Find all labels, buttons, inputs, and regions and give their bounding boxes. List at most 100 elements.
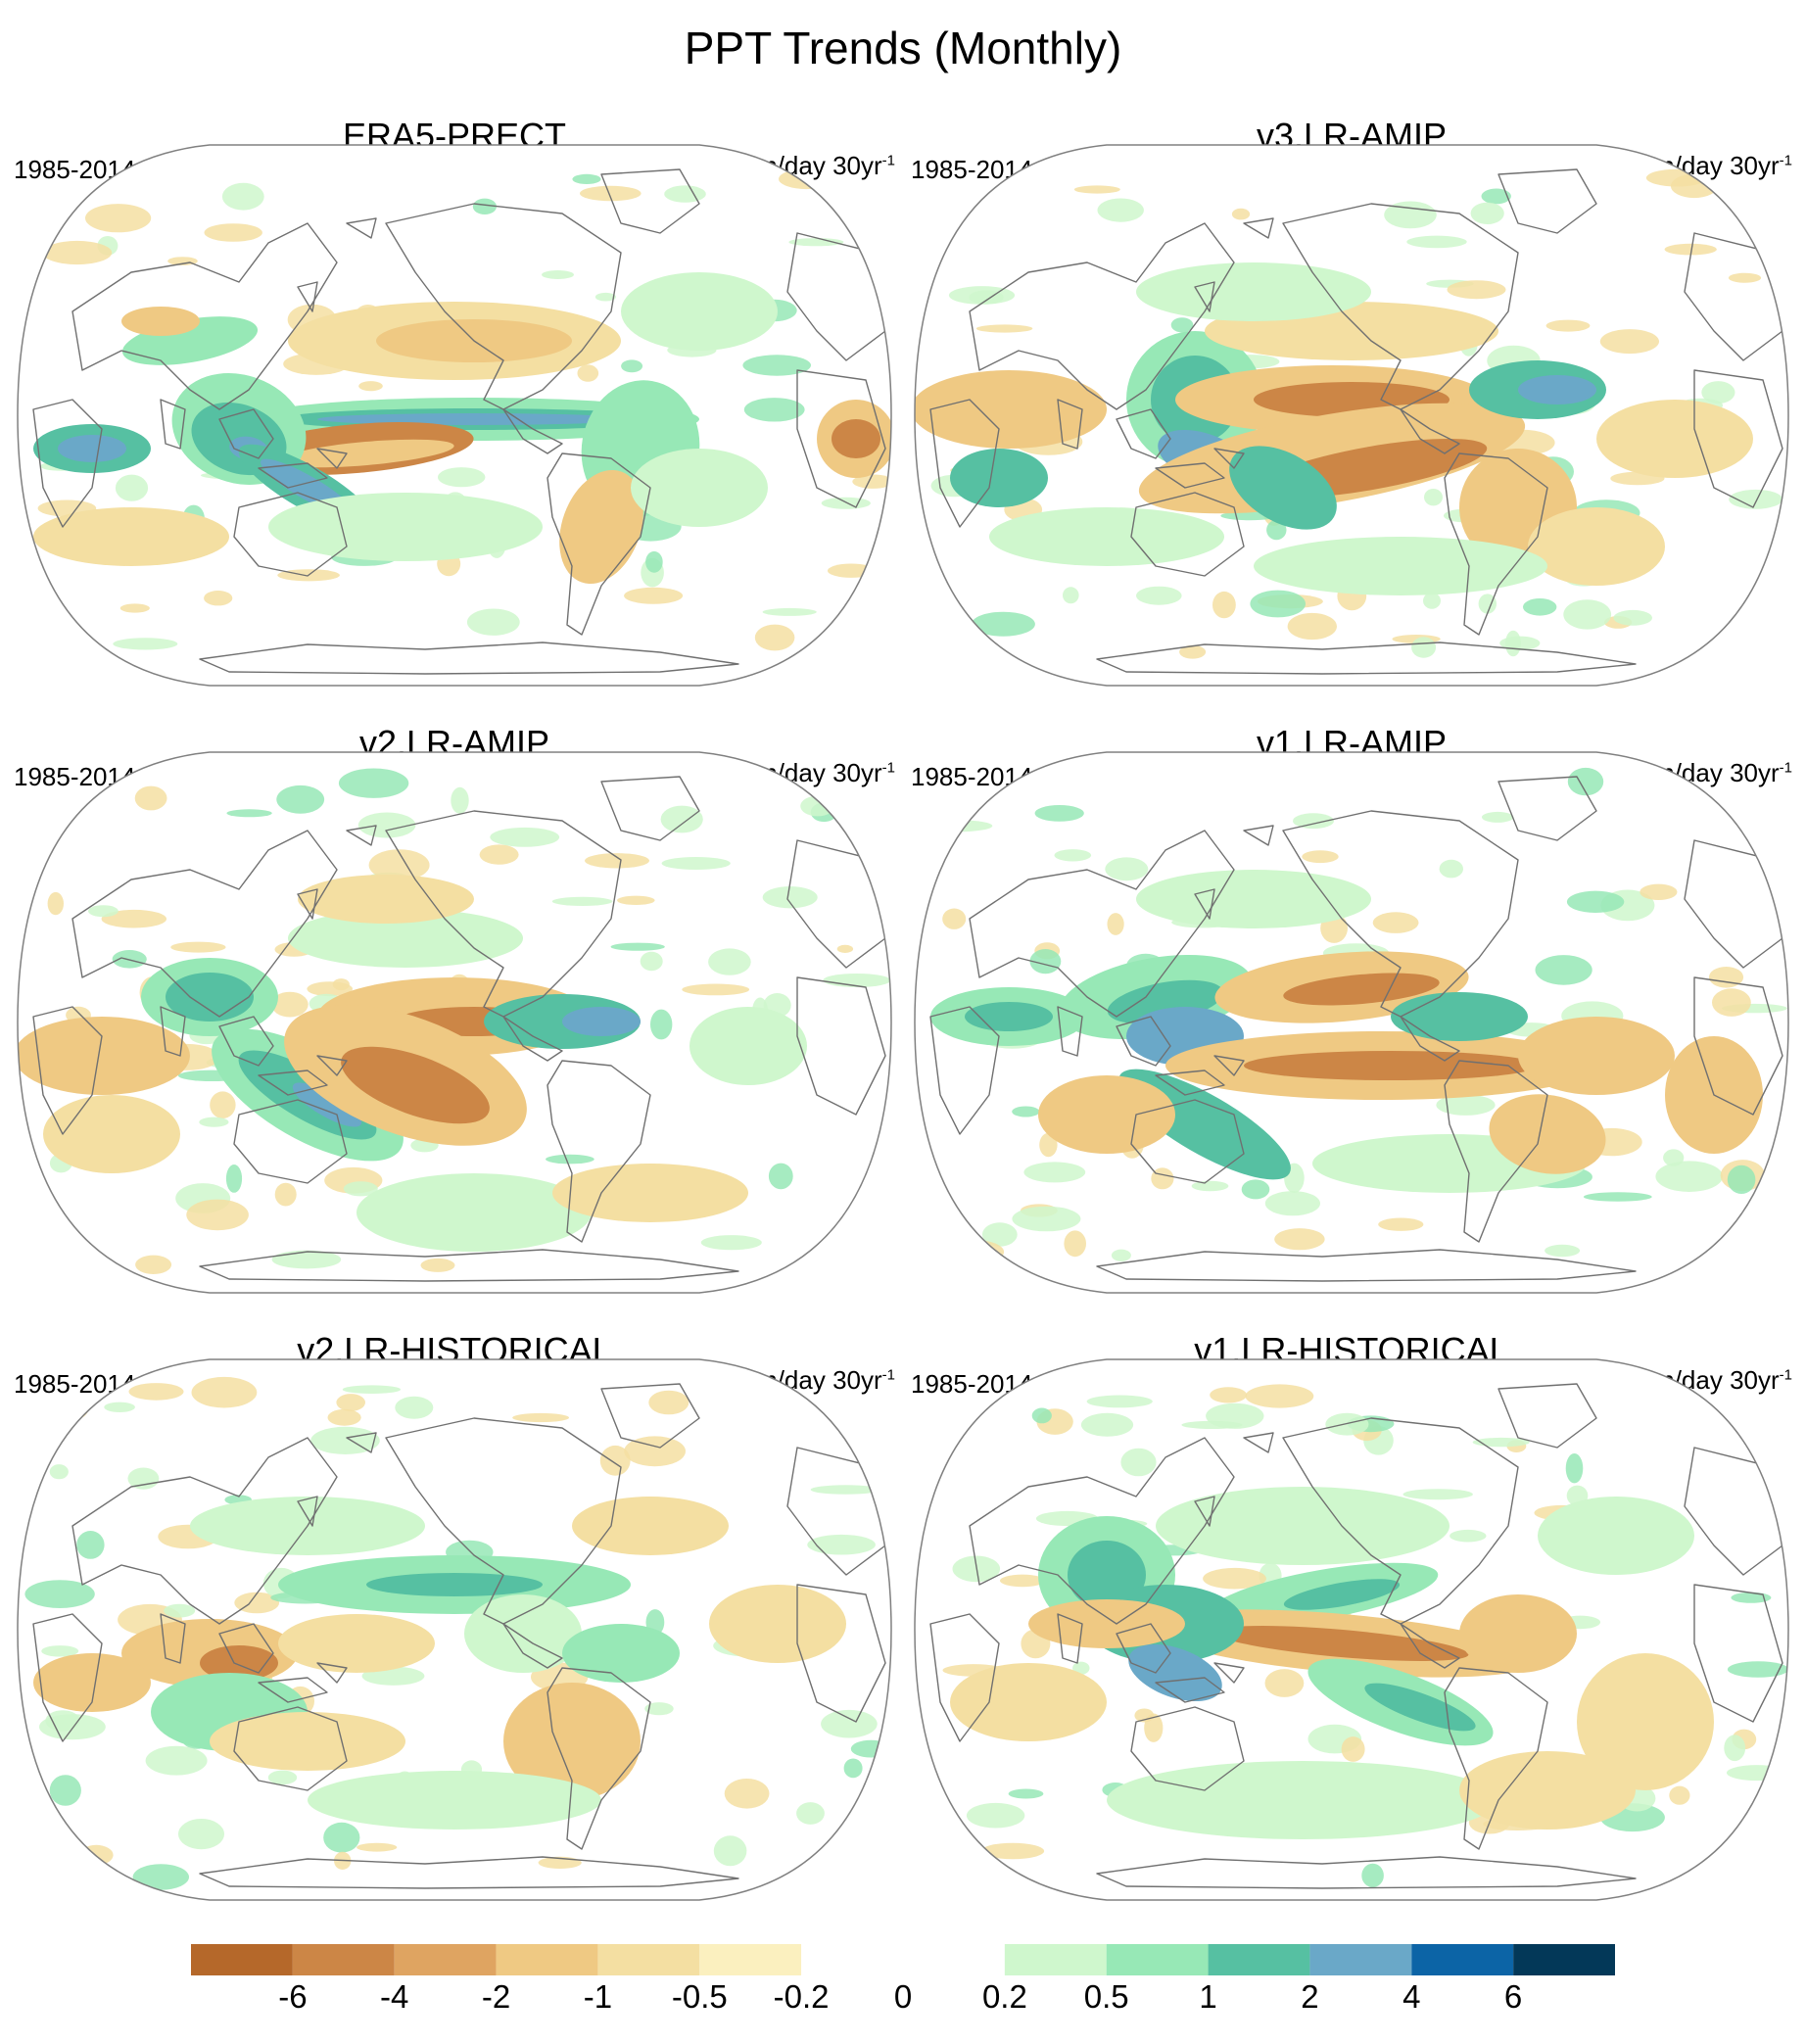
precip-anomaly	[33, 1653, 151, 1712]
precip-speckle	[1120, 1448, 1157, 1477]
precip-speckle	[1565, 1453, 1584, 1484]
coastline	[1155, 1070, 1225, 1096]
precip-speckle	[45, 1710, 80, 1732]
precip-speckle	[610, 942, 665, 951]
coastline	[1693, 1584, 1783, 1723]
precip-speckle	[104, 1402, 135, 1412]
precip-speckle	[1724, 1735, 1746, 1762]
precip-speckle	[807, 1534, 876, 1555]
colorbar-box	[597, 1944, 700, 1975]
precip-speckle	[336, 1394, 366, 1411]
precip-anomaly	[1489, 1094, 1606, 1174]
precip-speckle	[42, 1242, 73, 1270]
precip-speckle	[451, 786, 469, 814]
precip-speckle	[420, 1258, 455, 1272]
precip-speckle	[915, 648, 965, 658]
precip-speckle	[1361, 1863, 1384, 1888]
coastline	[547, 452, 651, 636]
precip-speckle	[1302, 850, 1339, 864]
colorbar-tick-label: 1	[1199, 1978, 1217, 2015]
coastline	[32, 399, 103, 528]
precip-speckle	[1436, 1094, 1496, 1116]
precip-speckle	[650, 1009, 673, 1040]
precip-speckle	[664, 185, 706, 203]
panel-v3-lr-amip: v3.LR-AMIP 1985-2014 mm/day 30yr-1	[911, 116, 1792, 703]
coastline	[1155, 1677, 1225, 1703]
coastline	[502, 1623, 563, 1669]
precip-speckle	[1325, 1412, 1369, 1436]
precip-speckle	[1372, 912, 1419, 933]
precip-speckle	[1712, 988, 1751, 1017]
coastlines	[32, 1383, 886, 1889]
precip-speckle	[981, 1222, 1018, 1247]
colorbar-box	[1513, 1944, 1615, 1975]
precip-anomaly	[631, 449, 768, 527]
precip-speckle	[41, 1645, 79, 1657]
precip-anomaly	[1518, 375, 1596, 404]
precip-speckle	[113, 638, 178, 650]
colorbar-box	[1411, 1944, 1514, 1975]
precip-anomaly	[1136, 262, 1371, 321]
coastline	[547, 1060, 651, 1243]
colorbar-box	[394, 1944, 497, 1975]
precip-speckle	[1086, 1395, 1153, 1408]
precip-speckle	[1470, 202, 1504, 224]
coastline	[1213, 1055, 1245, 1076]
coastline	[502, 1016, 563, 1062]
precip-speckle	[762, 607, 817, 616]
precip-speckle	[1073, 185, 1120, 194]
map-v3-lr-amip	[914, 144, 1789, 687]
precip-anomaly	[1107, 1761, 1498, 1839]
colorbar-tick-label: -2	[481, 1978, 511, 2015]
precip-anomaly	[1038, 1075, 1175, 1154]
precip-speckle	[119, 603, 150, 613]
precip-speckle	[1566, 890, 1625, 913]
precip-speckle	[221, 182, 264, 211]
coastline	[796, 369, 886, 508]
precip-speckle	[1064, 1230, 1086, 1258]
coastline	[160, 1613, 186, 1664]
coastline	[1130, 1706, 1245, 1791]
precip-speckle	[479, 844, 519, 865]
precip-speckle	[1012, 1206, 1081, 1232]
precip-speckle	[1545, 319, 1591, 332]
precip-speckle	[796, 1802, 825, 1825]
precip-speckle	[1264, 1669, 1305, 1697]
precip-speckle	[1613, 609, 1652, 626]
precip-speckle	[810, 1485, 881, 1495]
precip-speckle	[743, 398, 805, 422]
precip-field	[915, 752, 1788, 1293]
precip-speckle	[1727, 1165, 1756, 1194]
coastline	[600, 776, 700, 841]
coastline	[929, 1006, 1000, 1135]
precip-speckle	[551, 896, 613, 906]
precip-speckle	[644, 1702, 674, 1716]
precip-speckle	[660, 805, 703, 833]
precip-speckle	[368, 849, 430, 881]
precip-speckle	[170, 941, 226, 953]
coastline	[199, 1249, 739, 1282]
precip-speckle	[267, 1770, 298, 1785]
precip-anomaly	[1136, 870, 1371, 928]
precip-speckle	[1733, 1394, 1788, 1408]
precip-speckle	[88, 905, 119, 918]
coastline	[1057, 1613, 1083, 1664]
precip-anomaly	[562, 1624, 680, 1683]
precip-speckle	[57, 1252, 81, 1264]
precip-anomaly	[503, 1683, 641, 1800]
precip-speckle	[1481, 188, 1511, 205]
coastline	[1057, 399, 1083, 450]
coastline	[969, 1437, 1235, 1625]
precip-speckle	[1703, 1256, 1731, 1269]
precip-speckle	[512, 1412, 569, 1423]
precip-speckle	[49, 1464, 69, 1480]
coastline	[1693, 976, 1783, 1116]
coastline	[218, 1016, 274, 1067]
precip-speckle	[1241, 1179, 1270, 1200]
coastline	[1444, 1667, 1548, 1850]
precip-anomaly	[298, 875, 474, 924]
colorbar-tick-label: 6	[1503, 1978, 1523, 2015]
precip-speckle	[1293, 813, 1334, 830]
precip-speckle	[357, 812, 416, 838]
precip-anomaly	[709, 1585, 846, 1663]
